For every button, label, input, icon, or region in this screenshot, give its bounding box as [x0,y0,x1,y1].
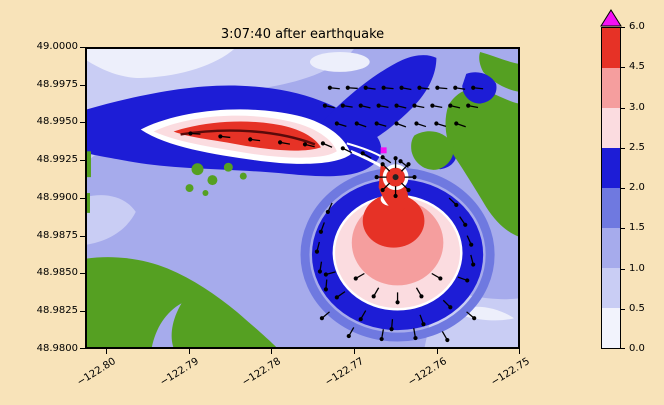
y-tick-mark [80,273,85,274]
x-tick-label: −122.80 [75,356,118,389]
y-tick-label: 48.9875 [36,230,78,241]
plot-spine [86,48,519,348]
x-tick-label: −122.77 [323,356,366,389]
colorbar-tick-label: 2.5 [629,142,645,153]
velocity-arrows [188,85,484,343]
colorbar [601,27,621,349]
x-tick-label: −122.79 [158,356,201,389]
x-tick-mark [519,349,520,354]
colorbar-tick-mark [621,309,625,310]
colorbar-tick-label: 6.0 [629,21,645,32]
y-tick-label: 48.9850 [36,267,78,278]
y-tick-mark [80,47,85,48]
colorbar-tick-mark [621,228,625,229]
colorbar-tick-mark [621,67,625,68]
colorbar-tick-mark [621,188,625,189]
colorbar-tick-mark [621,348,625,349]
contour-map [86,48,519,348]
channel-high-wave [140,109,388,171]
y-tick-mark [80,198,85,199]
y-tick-mark [80,85,85,86]
y-tick-label: 48.9950 [36,116,78,127]
x-tick-label: −122.76 [406,356,449,389]
map-plot-area [85,47,520,349]
chart-title: 3:07:40 after earthquake [220,27,385,42]
y-tick-mark [80,311,85,312]
y-tick-mark [80,160,85,161]
colorbar-tick-label: 0.5 [629,303,645,314]
colorbar-tick-mark [621,148,625,149]
y-tick-label: 48.9900 [36,192,78,203]
y-tick-label: 48.9975 [36,79,78,90]
x-tick-label: −122.75 [489,356,532,389]
x-tick-mark [271,349,272,354]
high-amplitude-blob [332,192,463,311]
x-tick-mark [189,349,190,354]
y-tick-mark [80,236,85,237]
y-tick-label: 49.0000 [36,41,78,52]
colorbar-tick-label: 1.0 [629,263,645,274]
colorbar-tick-mark [621,269,625,270]
colorbar-tick-label: 2.0 [629,182,645,193]
x-tick-mark [106,349,107,354]
colorbar-tick-mark [621,108,625,109]
colorbar-tick-label: 1.5 [629,222,645,233]
colorbar-tick-mark [621,27,625,28]
y-tick-label: 48.9925 [36,154,78,165]
y-tick-mark [80,348,85,349]
colorbar-over-triangle [600,9,622,27]
over-max-marker [380,147,387,154]
colorbar-tick-label: 0.0 [629,343,645,354]
x-tick-label: −122.78 [240,356,283,389]
x-tick-mark [437,349,438,354]
y-tick-label: 48.9825 [36,305,78,316]
colorbar-tick-label: 4.5 [629,61,645,72]
y-tick-label: 48.9800 [36,343,78,354]
x-tick-mark [354,349,355,354]
y-tick-mark [80,122,85,123]
colorbar-tick-label: 3.0 [629,102,645,113]
